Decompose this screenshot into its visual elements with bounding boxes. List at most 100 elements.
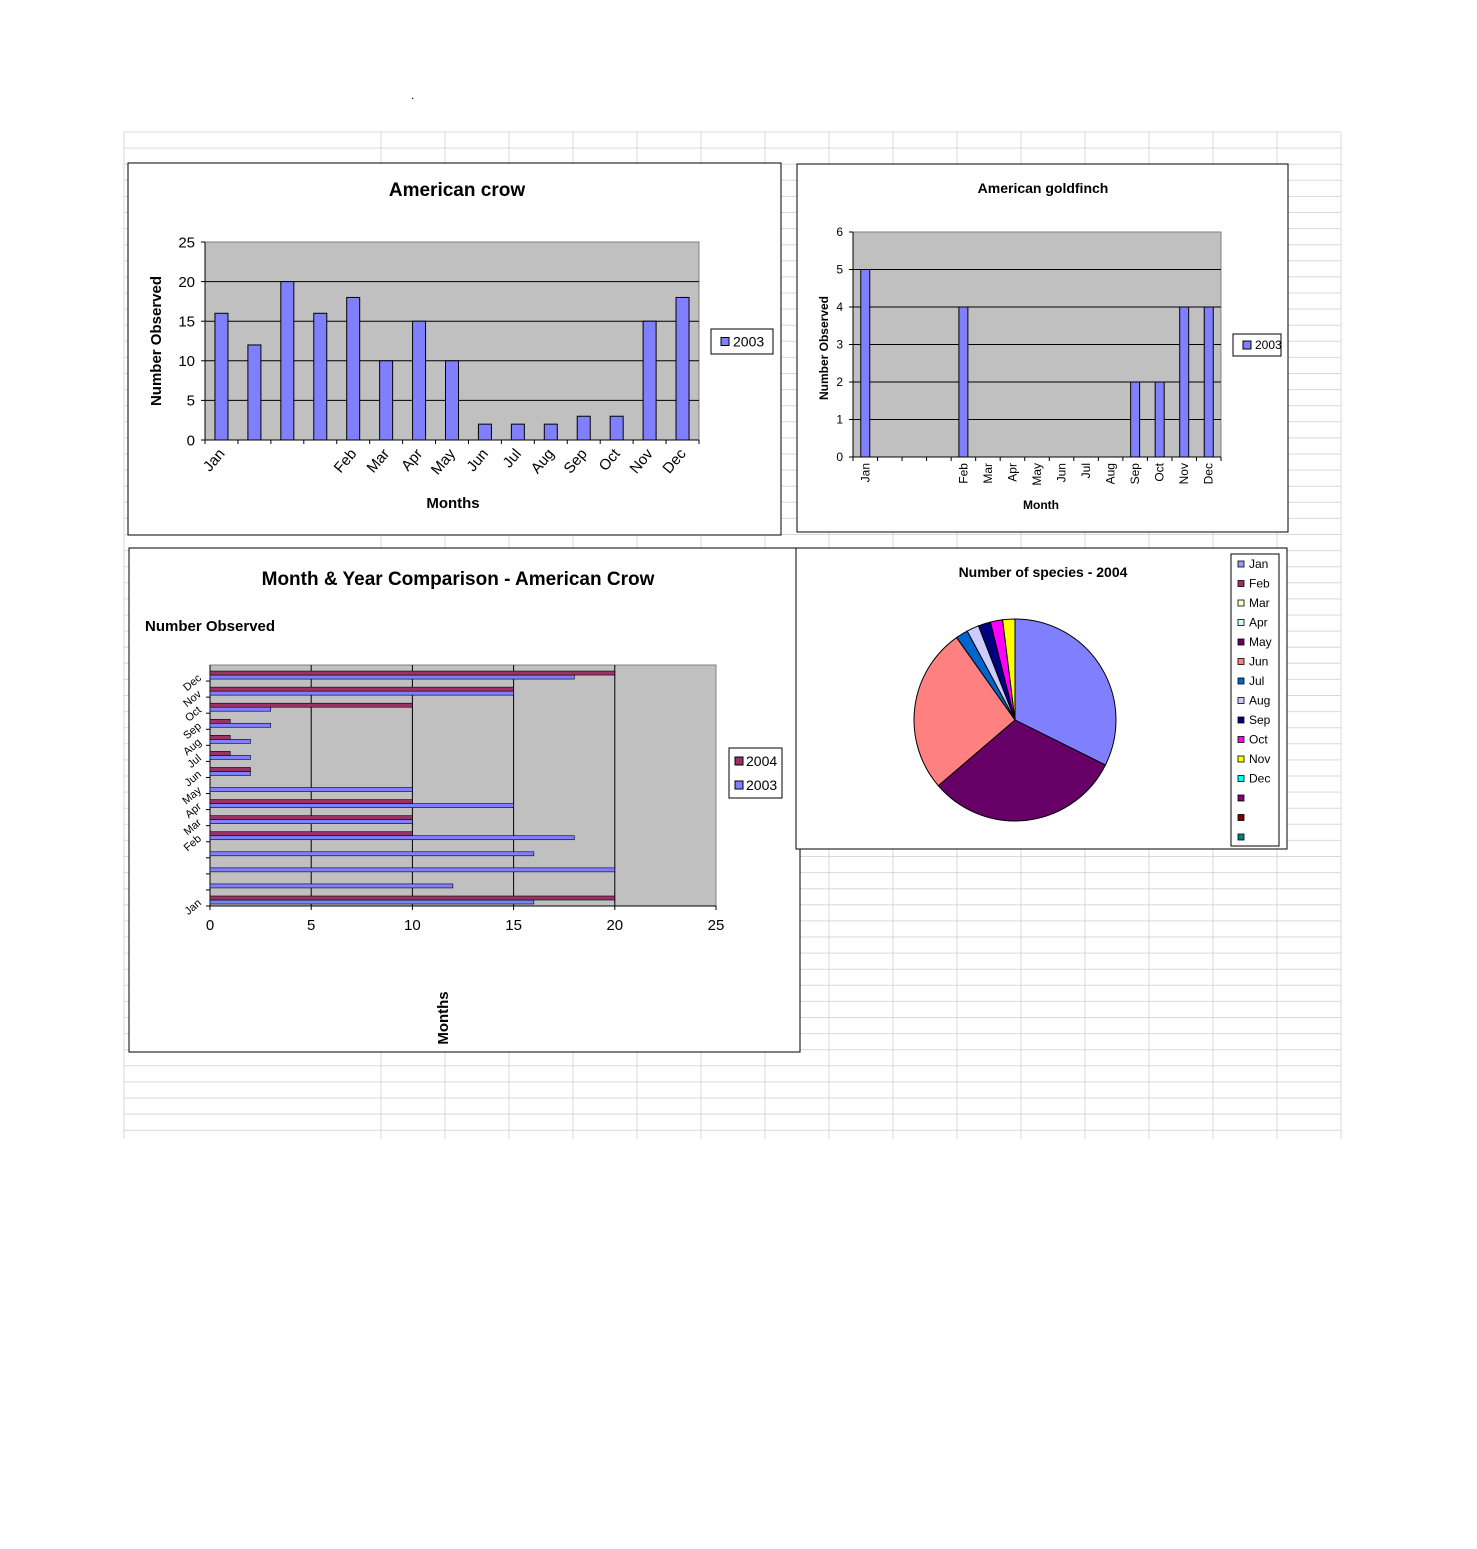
bar-2004 [209, 895, 616, 901]
bar [346, 296, 361, 441]
bar-2003 [209, 706, 272, 712]
legend-swatch [1237, 560, 1245, 568]
y-tick-label: 10 [178, 353, 195, 370]
chart-title: Number of species - 2004 [959, 564, 1128, 580]
x-tick-label: 5 [307, 917, 315, 934]
x-category-label: Jan [858, 463, 872, 482]
bar [412, 320, 427, 441]
bar [675, 296, 690, 441]
legend-label: Jan [1249, 557, 1268, 571]
legend-label: Dec [1249, 772, 1270, 786]
y-tick-label: 3 [836, 338, 843, 352]
bar-2003 [209, 803, 514, 808]
bar-2003 [209, 835, 575, 841]
bar-2003 [209, 867, 616, 873]
bar [510, 423, 525, 441]
bar-2003 [209, 739, 251, 744]
x-category-label: Mar [981, 463, 995, 484]
y-tick-label: 25 [178, 234, 195, 251]
bar-2004 [209, 799, 413, 804]
legend-swatch [1237, 833, 1245, 841]
chart-title: American goldfinch [978, 180, 1109, 196]
bar-2003 [209, 787, 413, 792]
bar-2003 [209, 674, 575, 680]
bar [477, 423, 492, 441]
pie-slice [937, 719, 1107, 822]
bar-2003 [209, 819, 413, 824]
legend-swatch [734, 780, 744, 790]
legend-swatch [1237, 814, 1245, 821]
bar [247, 344, 262, 441]
legend-label: May [1249, 635, 1272, 649]
legend-swatch [1237, 619, 1245, 626]
legend-swatch [1237, 677, 1245, 685]
x-axis-title: Month [1023, 498, 1059, 512]
bar [642, 320, 657, 441]
x-axis-title: Number Observed [145, 618, 275, 635]
y-axis-title: Number Observed [817, 296, 831, 400]
bar-2003 [209, 722, 272, 728]
bar-2004 [209, 831, 413, 837]
chart-title: American crow [389, 180, 525, 201]
chart-title: Month & Year Comparison - American Crow [262, 569, 655, 590]
legend-label: Jul [1249, 674, 1264, 688]
y-tick-label: 0 [836, 450, 843, 464]
legend-label: 2003 [746, 777, 777, 793]
bar-2004 [209, 702, 413, 708]
legend-label: 2004 [746, 753, 777, 769]
y-tick-label: 1 [836, 413, 843, 427]
bar-2003 [209, 851, 535, 857]
x-category-label: May [1030, 463, 1044, 486]
y-tick-label: 4 [836, 300, 843, 314]
pie-slice [913, 636, 1016, 787]
legend-label: Oct [1249, 733, 1268, 747]
bar [1154, 381, 1165, 458]
legend-swatch [1237, 716, 1245, 724]
x-axis-title: Months [426, 495, 479, 512]
x-category-label: Sep [1128, 463, 1142, 485]
legend-swatch [1237, 794, 1245, 802]
american-goldfinch-chart: American goldfinch 0 1 2 3 4 5 6 Jan Feb Mar Apr May… [817, 180, 1282, 512]
bar-2004 [209, 670, 616, 676]
legend-label: Sep [1249, 713, 1271, 727]
bar [543, 423, 558, 441]
bar-2004 [209, 686, 514, 692]
y-tick-label: 0 [187, 432, 195, 449]
bar-2003 [209, 883, 454, 889]
legend-label: 2003 [733, 333, 764, 349]
x-tick-label: 10 [404, 917, 421, 934]
x-category-label: Aug [1104, 463, 1118, 484]
bar-2004 [209, 751, 231, 756]
legend-swatch [1237, 580, 1245, 587]
bar [313, 312, 328, 441]
x-category-label: Dec [1202, 463, 1216, 484]
stray-mark: . [411, 88, 415, 102]
y-tick-label: 5 [836, 263, 843, 277]
y-tick-label: 20 [178, 274, 195, 291]
bar-2003 [209, 690, 514, 696]
x-tick-label: 15 [505, 917, 522, 934]
legend-swatch [1237, 755, 1245, 763]
bar-2004 [209, 767, 251, 772]
pie-slice [1002, 618, 1016, 721]
x-category-label: Feb [956, 463, 970, 484]
legend-swatch [734, 756, 744, 766]
y-axis-title: Months [435, 991, 452, 1044]
x-category-label: Jul [1079, 463, 1093, 478]
legend-swatch [1237, 736, 1245, 743]
bar [280, 281, 295, 441]
bar-2003 [209, 899, 535, 905]
x-category-label: Nov [1177, 463, 1191, 484]
y-tick-label: 5 [187, 393, 195, 410]
bar [958, 306, 969, 458]
legend-swatch [1237, 775, 1245, 782]
bar [576, 415, 591, 441]
month-year-comparison-chart: Month & Year Comparison - American Crow N… [145, 569, 783, 1045]
bar-2004 [209, 815, 413, 820]
legend-label: Feb [1249, 577, 1270, 591]
legend-swatch [1237, 638, 1245, 646]
x-category-label: Apr [1005, 463, 1019, 482]
legend-swatch [1237, 658, 1245, 665]
pie-slice [1014, 618, 1117, 766]
legend-label: Mar [1249, 596, 1270, 610]
